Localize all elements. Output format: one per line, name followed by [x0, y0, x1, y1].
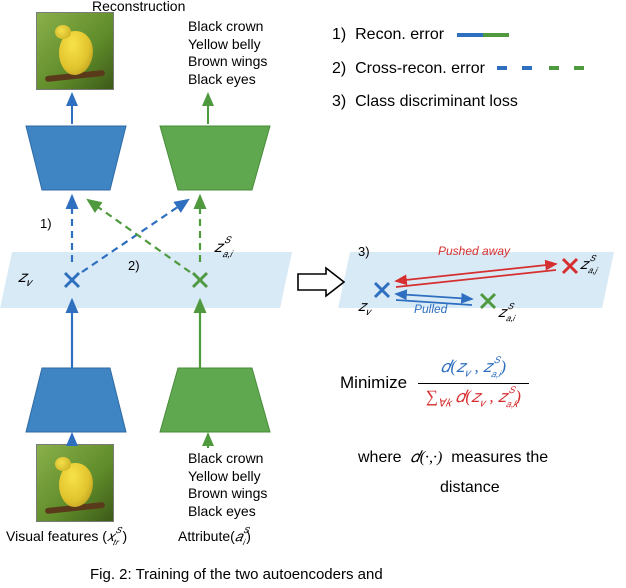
anno-1: 1) [40, 216, 52, 232]
legend-item: 1) Recon. error [332, 18, 584, 52]
attr-line: Yellow belly [188, 36, 267, 54]
zaj-right-label: 𝑧𝑆𝑎,𝑗 [580, 256, 588, 275]
where-line: where 𝑑(·,·) measures the [358, 448, 548, 468]
legend-item: 2) Cross-recon. error [332, 52, 584, 86]
figure-canvas: Reconstruction Black crown Yellow belly … [0, 0, 626, 588]
minimize-formula: Minimize 𝑑(𝑧𝑣 , 𝑧𝑆𝑎,𝑖 ) ∑∀𝑘 𝑑(𝑧𝑣 , 𝑧𝑆𝑎,𝑘… [340, 356, 529, 411]
pulled-label: Pulled [414, 302, 447, 317]
latent-band-left [0, 252, 292, 308]
attributes-bottom: Black crown Yellow belly Brown wings Bla… [188, 450, 267, 520]
attr-line: Brown wings [188, 485, 267, 503]
attribute-decoder: AttributeDecoder [160, 130, 270, 186]
attr-line: Black crown [188, 450, 267, 468]
vision-decoder: VisionDecoder [26, 130, 126, 186]
bird-image-bottom [36, 444, 114, 522]
attribute-caption: Attribute(𝑎𝑆𝑖 ) [178, 528, 251, 547]
figure-caption: Fig. 2: Training of the two autoencoders… [90, 566, 383, 583]
legend-swatch-solid [457, 18, 509, 52]
attr-line: Black eyes [188, 71, 267, 89]
legend-item: 3) Class discriminant loss [332, 85, 584, 119]
bird-image-top [36, 12, 114, 90]
pushed-away-label: Pushed away [438, 244, 510, 259]
attributes-top: Black crown Yellow belly Brown wings Bla… [188, 18, 267, 88]
reconstruction-label: Reconstruction [92, 0, 185, 16]
where-line2: distance [440, 478, 500, 498]
legend: 1) Recon. error 2) Cross-recon. error 3)… [332, 18, 584, 119]
attr-line: Black crown [188, 18, 267, 36]
visual-features-caption: Visual features (𝑥𝑆𝑡𝑟 ) [6, 528, 127, 547]
vision-encoder: VisionEncoder [26, 372, 126, 428]
anno-3: 3) [358, 244, 370, 260]
attr-line: Yellow belly [188, 468, 267, 486]
legend-swatch-dash [497, 52, 584, 86]
attribute-encoder: AttributeEncoder [160, 372, 270, 428]
attr-line: Brown wings [188, 53, 267, 71]
zai-left-label: 𝑧𝑆𝑎,𝑖 [214, 238, 222, 258]
latent-band-right [338, 252, 614, 308]
zai-right-label: 𝑧𝑆𝑎,𝑖 [498, 304, 506, 323]
zv-right-label: 𝑧𝑣 [358, 298, 371, 320]
zv-left-label: 𝑧𝑣 [18, 268, 32, 291]
anno-2: 2) [128, 258, 140, 274]
attr-line: Black eyes [188, 503, 267, 521]
